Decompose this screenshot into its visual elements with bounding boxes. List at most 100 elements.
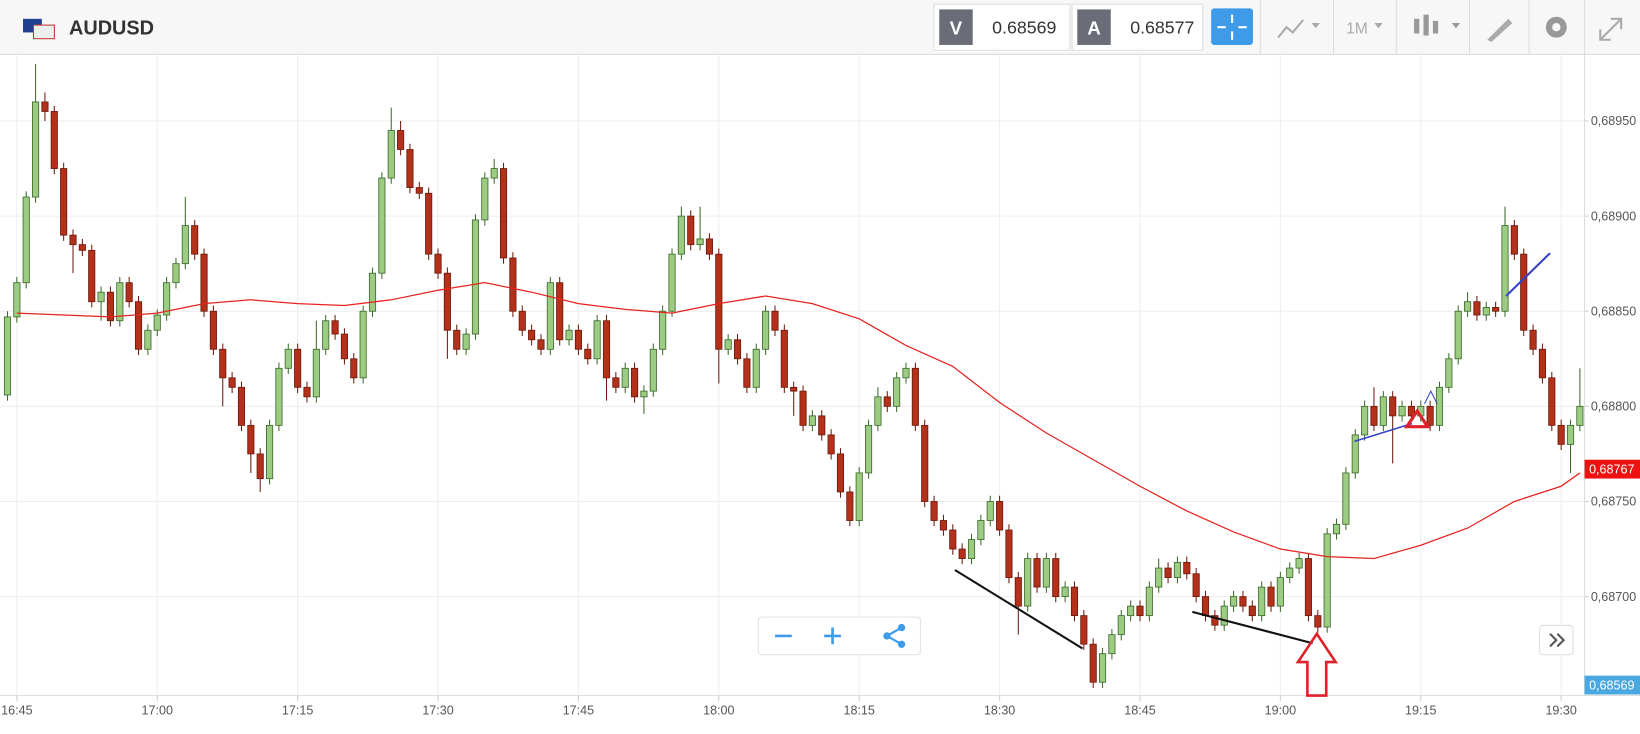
- candle-body: [481, 177, 489, 221]
- candle-body: [1052, 558, 1060, 598]
- candle-body: [996, 501, 1004, 531]
- candle-body: [771, 310, 779, 331]
- timeframe-button[interactable]: 1M: [1346, 20, 1383, 37]
- candle-body: [1192, 573, 1200, 598]
- timeframe: 1M: [1346, 20, 1368, 37]
- candle-body: [256, 453, 264, 480]
- candle-body: [602, 320, 611, 379]
- candle-body: [331, 320, 339, 335]
- candle-body: [397, 130, 405, 150]
- drawings: [954, 252, 1551, 697]
- candle-body: [294, 348, 302, 388]
- candle-body: [181, 225, 189, 265]
- candle-body: [790, 386, 798, 392]
- candle-body: [1482, 307, 1490, 316]
- candle-body: [322, 320, 330, 350]
- candle-body: [443, 272, 451, 331]
- candle-body: [1061, 586, 1069, 598]
- candle-body: [1220, 605, 1228, 626]
- candle-body: [677, 215, 685, 255]
- draw-button[interactable]: [1487, 18, 1513, 42]
- candle-body: [1351, 434, 1359, 474]
- candle-body: [116, 282, 124, 322]
- candle-body: [50, 111, 58, 169]
- last-price-tag: [1584, 459, 1640, 479]
- candle-body: [1164, 567, 1172, 578]
- candle-body: [1492, 307, 1500, 312]
- ask-tag: A: [1087, 18, 1101, 39]
- toolbar: [0, 0, 1640, 55]
- candle-body: [659, 310, 667, 350]
- candle-body: [1295, 558, 1303, 569]
- candle-body: [303, 386, 311, 398]
- candle-body: [1304, 558, 1313, 617]
- candle-body: [528, 329, 536, 341]
- candle-body: [574, 329, 582, 350]
- candle-body: [687, 215, 695, 246]
- candle-body: [247, 424, 255, 455]
- candle-body: [163, 282, 171, 316]
- candle-body: [818, 415, 826, 436]
- x-tick-label: 17:00: [142, 703, 173, 717]
- candle-body: [1080, 615, 1088, 645]
- candle-body: [266, 424, 274, 480]
- candle-body: [1510, 225, 1518, 255]
- candle-body: [958, 548, 966, 559]
- scroll-right[interactable]: [1539, 624, 1574, 656]
- ask-tag-bg: [1077, 9, 1111, 45]
- chart-type-button[interactable]: [1414, 14, 1461, 36]
- candle-body: [902, 367, 910, 379]
- settings-button[interactable]: [1545, 16, 1567, 38]
- candle-body: [1248, 605, 1256, 617]
- candle-body: [284, 348, 292, 369]
- candle-body: [593, 320, 601, 360]
- fullscreen-button[interactable]: [1599, 17, 1623, 41]
- candle-body: [1286, 567, 1294, 578]
- candle-body: [378, 177, 386, 274]
- candle-body: [3, 316, 12, 396]
- candle-body: [1258, 586, 1266, 617]
- toolbar-dividers: [1259, 0, 1586, 55]
- candle-body: [88, 249, 96, 303]
- candle-body: [387, 130, 395, 179]
- y-tick-label: 0,68700: [1591, 590, 1636, 604]
- x-tick-label: 17:15: [282, 703, 313, 717]
- y-tick-label: 0,68950: [1591, 114, 1636, 128]
- indicator-button[interactable]: [1277, 19, 1320, 39]
- candle-body: [1548, 377, 1556, 426]
- candle-body: [1211, 615, 1219, 626]
- plot: 16:45 17:00 17:15 17:30 17:45 18:00 18:15 18:30…: [0, 54, 1636, 717]
- candle-body: [752, 348, 760, 388]
- share[interactable]: [883, 623, 906, 648]
- candle-body: [556, 282, 564, 341]
- bid-tag-bg: [939, 9, 973, 45]
- candle-body: [1089, 643, 1097, 683]
- candle-body: [1014, 577, 1022, 607]
- moving-average: [16, 282, 1581, 560]
- x-tick-label: 18:15: [844, 703, 875, 717]
- candle-body: [340, 333, 348, 360]
- candle-body: [69, 234, 77, 246]
- candle-body: [1042, 558, 1050, 588]
- candle-body: [1576, 405, 1584, 426]
- zoom-controls: [757, 616, 921, 656]
- candle-body: [1024, 558, 1032, 607]
- candle-body: [499, 168, 508, 259]
- candle-body: [1464, 301, 1472, 312]
- candle-body: [565, 329, 573, 341]
- candle-body: [846, 491, 854, 521]
- y-tick-label: 0,68750: [1591, 495, 1636, 509]
- candle-body: [546, 282, 554, 350]
- candle-body: [780, 329, 788, 388]
- candle-body: [359, 310, 367, 379]
- candle-body: [275, 367, 283, 426]
- candle-body: [715, 253, 723, 350]
- x-tick-label: 18:45: [1124, 703, 1155, 717]
- candle-body: [60, 168, 68, 236]
- candle-body: [668, 253, 676, 312]
- candle-body: [1566, 424, 1575, 445]
- crosshair-button[interactable]: [1211, 8, 1254, 45]
- candle-body: [762, 310, 770, 350]
- flag: [23, 18, 55, 40]
